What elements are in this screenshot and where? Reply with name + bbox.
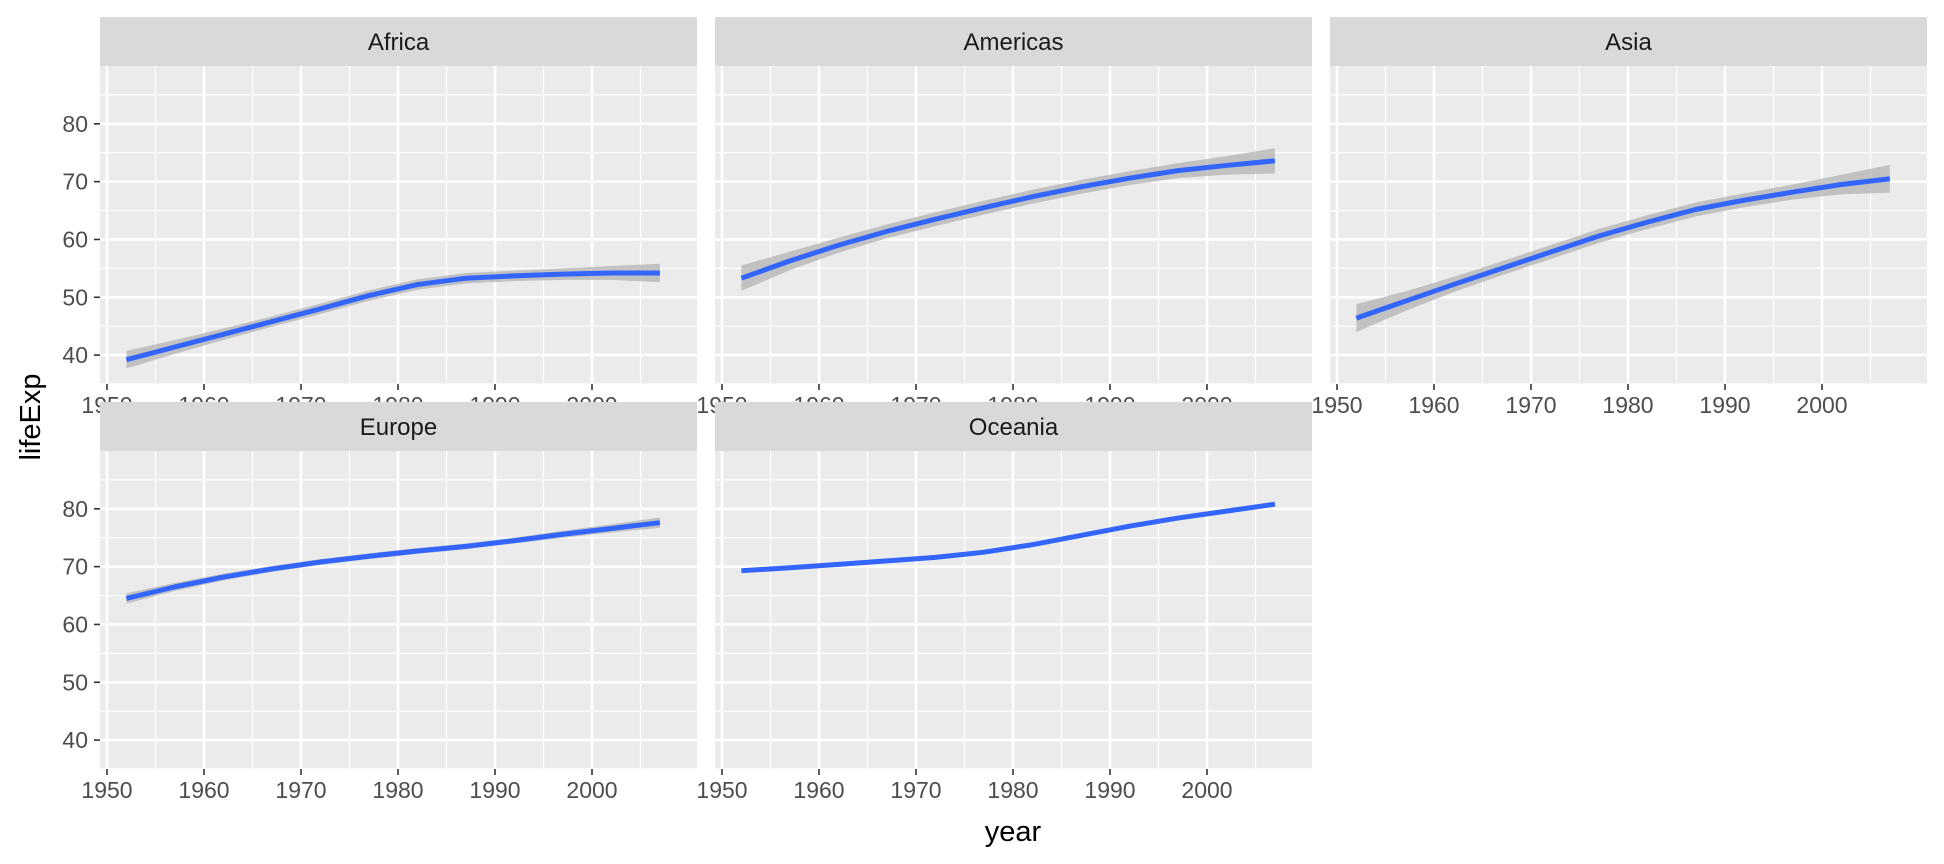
- series-line-europe: [125, 520, 661, 601]
- strip-label-americas: Americas: [963, 29, 1063, 56]
- x-tick-label: 1980: [1602, 392, 1653, 418]
- series-line-americas: [740, 158, 1276, 281]
- x-tick-label: 1970: [1505, 392, 1556, 418]
- x-tick-label: 1990: [1699, 392, 1750, 418]
- x-tick-label: 1960: [178, 777, 229, 803]
- x-tick-label: 1980: [987, 777, 1038, 803]
- strip-africa: [100, 17, 697, 66]
- x-tick-label: 1990: [469, 777, 520, 803]
- strip-label-oceania: Oceania: [969, 414, 1059, 441]
- x-tick-label: 1960: [1408, 392, 1459, 418]
- y-tick-label: 80: [62, 496, 88, 522]
- x-tick-label: 1950: [696, 777, 747, 803]
- y-tick-label: 70: [62, 554, 88, 580]
- x-tick-label: 1950: [81, 777, 132, 803]
- x-tick-label: 2000: [1796, 392, 1847, 418]
- x-tick-label: 1970: [275, 777, 326, 803]
- strip-label-europe: Europe: [360, 414, 437, 441]
- y-tick-label: 50: [62, 669, 88, 695]
- x-tick-label: 1980: [372, 777, 423, 803]
- strip-europe: [100, 402, 697, 451]
- y-tick-label: 40: [62, 342, 88, 368]
- confidence-band-americas: [741, 148, 1275, 291]
- chart-marks: [125, 148, 1891, 604]
- panels: Africa 40 50 60 70 80 1950 1960 1970 1980 1990 2000…: [62, 17, 1927, 803]
- series-line-africa: [125, 270, 660, 363]
- y-axis-title: lifeExp: [15, 373, 47, 460]
- y-tick-label: 40: [62, 727, 88, 753]
- x-tick-label: 2000: [566, 777, 617, 803]
- x-tick-label: 1970: [890, 777, 941, 803]
- strip-asia: [1330, 17, 1927, 66]
- x-tick-label: 1990: [1084, 777, 1135, 803]
- strip-label-asia: Asia: [1605, 29, 1652, 56]
- strip-americas: [715, 17, 1312, 66]
- y-tick-label: 60: [62, 611, 88, 637]
- y-tick-label: 80: [62, 111, 88, 137]
- x-tick-label: 1950: [1311, 392, 1362, 418]
- x-tick-label: 1960: [793, 777, 844, 803]
- confidence-band-asia: [1356, 164, 1890, 332]
- y-tick-label: 50: [62, 284, 88, 310]
- strip-label-africa: Africa: [368, 29, 430, 56]
- y-tick-label: 70: [62, 169, 88, 195]
- series-line-oceania: [741, 501, 1276, 574]
- y-tick-label: 60: [62, 226, 88, 252]
- strip-oceania: [715, 402, 1312, 451]
- x-axis-title: year: [985, 816, 1042, 848]
- x-tick-label: 2000: [1181, 777, 1232, 803]
- series-line-asia: [1355, 176, 1891, 321]
